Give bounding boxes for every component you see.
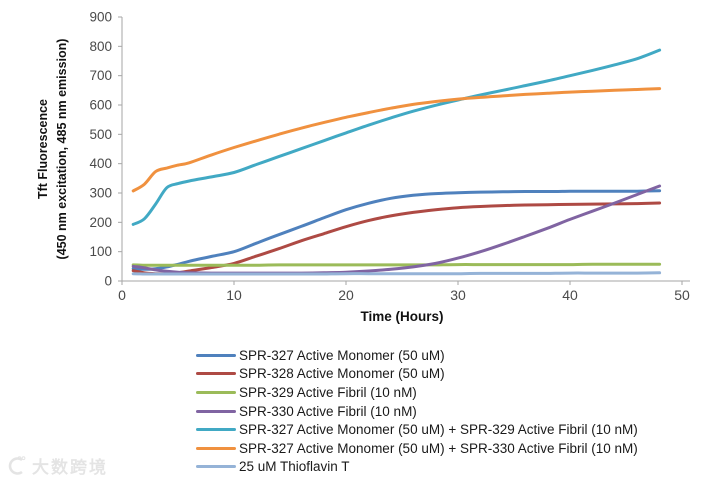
y-tick-label: 300 bbox=[89, 186, 112, 201]
legend-label: SPR-328 Active Monomer (50 uM) bbox=[239, 366, 445, 382]
legend-swatch-icon bbox=[196, 465, 236, 469]
legend-item-1: SPR-328 Active Monomer (50 uM) bbox=[196, 365, 638, 384]
legend-swatch-icon bbox=[196, 353, 236, 357]
y-tick-label: 100 bbox=[89, 244, 112, 259]
series-line-0 bbox=[131, 189, 662, 271]
legend-item-0: SPR-327 Active Monomer (50 uM) bbox=[196, 346, 638, 365]
y-tick-label: 400 bbox=[89, 156, 112, 171]
x-axis-title: Time (Hours) bbox=[360, 309, 444, 324]
x-tick-label: 20 bbox=[338, 287, 354, 303]
legend-item-3: SPR-330 Active Fibril (10 nM) bbox=[196, 402, 638, 421]
y-axis-title-line2: (450 nm excitation, 485 nm emission) bbox=[55, 38, 70, 260]
legend-swatch-icon bbox=[196, 428, 236, 432]
y-axis-title-line1: Tft Fluorescence bbox=[36, 98, 50, 200]
legend-item-5: SPR-327 Active Monomer (50 uM) + SPR-330… bbox=[196, 439, 638, 458]
legend-label: SPR-327 Active Monomer (50 uM) + SPR-330… bbox=[239, 440, 638, 456]
watermark-text: 大数跨境 bbox=[32, 458, 108, 477]
y-tick-label: 900 bbox=[89, 10, 112, 25]
legend-item-2: SPR-329 Active Fibril (10 nM) bbox=[196, 383, 638, 402]
y-tick-label: 0 bbox=[104, 274, 112, 289]
legend-label: SPR-330 Active Fibril (10 nM) bbox=[239, 403, 417, 419]
series-line-5 bbox=[131, 87, 662, 193]
legend-swatch-icon bbox=[196, 372, 236, 376]
series-line-2 bbox=[131, 262, 662, 267]
legend-swatch-icon bbox=[196, 446, 236, 450]
series-line-3 bbox=[131, 184, 662, 275]
legend-item-4: SPR-327 Active Monomer (50 uM) + SPR-329… bbox=[196, 420, 638, 439]
legend-label: SPR-327 Active Monomer (50 uM) + SPR-329… bbox=[239, 422, 638, 438]
x-tick-label: 30 bbox=[450, 287, 466, 303]
series-line-6 bbox=[131, 271, 662, 276]
series-line-4 bbox=[131, 48, 662, 226]
x-tick-label: 10 bbox=[226, 287, 242, 303]
legend-swatch-icon bbox=[196, 409, 236, 413]
x-tick-label: 40 bbox=[562, 287, 578, 303]
legend-swatch-icon bbox=[196, 390, 236, 394]
legend-item-6: 25 uM Thioflavin T bbox=[196, 458, 638, 477]
plot-area: 0 100 200 300 400 500 600 700 800 900 0 10 20 30 40 50 bbox=[89, 10, 690, 303]
legend: SPR-327 Active Monomer (50 uM) SPR-328 Ac… bbox=[196, 346, 638, 476]
legend-label: 25 uM Thioflavin T bbox=[239, 459, 350, 475]
watermark-logo-icon bbox=[8, 455, 26, 475]
watermark: 大数跨境 bbox=[6, 453, 108, 478]
y-tick-label: 800 bbox=[89, 39, 112, 54]
y-tick-label: 700 bbox=[89, 68, 112, 83]
x-tick-label: 50 bbox=[674, 287, 690, 303]
y-tick-label: 600 bbox=[89, 98, 112, 113]
y-axis-title: Tft Fluorescence (450 nm excitation, 485… bbox=[34, 0, 80, 299]
legend-label: SPR-329 Active Fibril (10 nM) bbox=[239, 384, 417, 400]
y-tick-label: 500 bbox=[89, 127, 112, 142]
y-tick-label: 200 bbox=[89, 215, 112, 230]
x-tick-label: 0 bbox=[118, 287, 126, 303]
legend-label: SPR-327 Active Monomer (50 uM) bbox=[239, 347, 445, 363]
